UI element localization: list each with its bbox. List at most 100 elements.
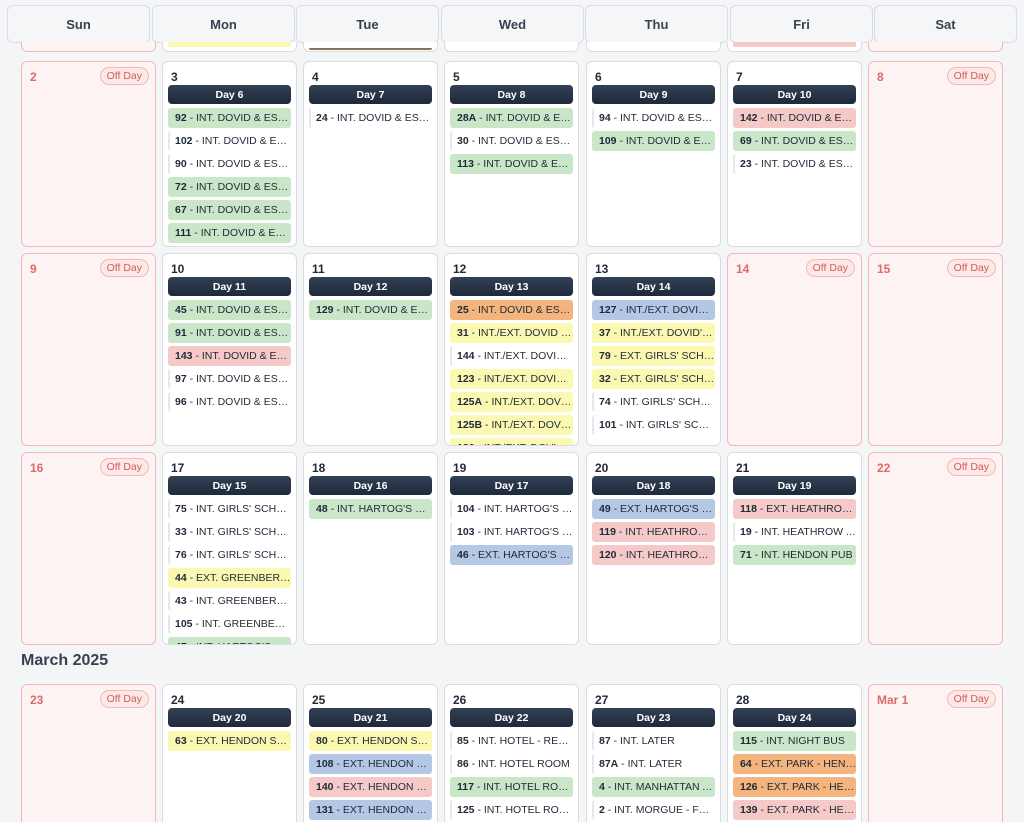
shoot-day-label[interactable]: Day 17 [450,476,573,495]
scene-item[interactable]: 31 - INT./EXT. DOVID & ESTI'S HOUSE [450,323,573,343]
scene-item[interactable]: 30 - INT. DOVID & ESTI'S KITCHEN [450,131,573,151]
shoot-day-label[interactable]: Day 12 [309,277,432,296]
shoot-day-label[interactable]: Day 15 [168,476,291,495]
shoot-day-label[interactable]: Day 9 [592,85,715,104]
shoot-day-label[interactable]: Day 19 [733,476,856,495]
off-day-cell[interactable]: 16 Off Day [21,452,156,645]
shoot-day-label[interactable]: Day 18 [592,476,715,495]
scene-item[interactable]: 87 - INT. LATER [592,731,715,751]
scene-item[interactable]: 75 - INT. GIRLS' SCHOOL [168,499,291,519]
off-day-cell[interactable]: 8 Off Day [868,61,1003,247]
scene-item[interactable]: 111 - INT. DOVID & ESTI'S KITCHEN [168,223,291,243]
scene-item[interactable]: 125B - INT./EXT. DOVID'S CAR [450,415,573,435]
scene-item[interactable]: 80 - EXT. HENDON STREET [309,731,432,751]
scene-item[interactable]: 119 - INT. HEATHROW AIRPORT [592,522,715,542]
scene-item[interactable]: 25 - INT. DOVID & ESTI'S KITCHEN [450,300,573,320]
scene-item[interactable]: 24 - INT. DOVID & ESTI'S KITCHEN [309,108,432,128]
scene-item[interactable]: 48 - INT. HARTOG'S HOUSE [309,499,432,519]
scene-item[interactable]: 118 - EXT. HEATHROW AIRPORT [733,499,856,519]
scene-item[interactable]: 92 - INT. DOVID & ESTI'S KITCHEN [168,108,291,128]
shoot-day-label[interactable]: Day 23 [592,708,715,727]
scene-item[interactable]: 79 - EXT. GIRLS' SCHOOL [592,346,715,366]
day-cell[interactable]: 27 Day 23 87 - INT. LATER 87A - INT. LATER 4… [586,684,721,822]
scene-item[interactable]: 143 - INT. DOVID & ESTI'S KITCHEN [168,346,291,366]
scene-item[interactable]: 126 - EXT. PARK - HENDON [733,777,856,797]
scene-item[interactable]: 127 - INT./EXT. DOVID'S CAR [592,300,715,320]
scene-item[interactable]: 97 - INT. DOVID & ESTI'S KITCHEN [168,369,291,389]
scene-item[interactable]: 113 - INT. DOVID & ESTI'S KITCHEN [450,154,573,174]
off-day-cell[interactable]: 22 Off Day [868,452,1003,645]
shoot-day-label[interactable]: Day 16 [309,476,432,495]
shoot-day-label[interactable]: Day 11 [168,277,291,296]
scene-item[interactable]: 71 - INT. HENDON PUB [733,545,856,565]
scene-item[interactable]: 2 - INT. MORGUE - FUNERAL HOME [592,800,715,820]
scene-item[interactable]: 103 - INT. HARTOG'S HOUSE [450,522,573,542]
off-day-cell[interactable]: 23 Off Day [21,684,156,822]
scene-item[interactable]: 125 - INT. HOTEL ROOM [450,800,573,820]
scene-item[interactable]: 123 - INT./EXT. DOVID'S CAR [450,369,573,389]
scene-item[interactable]: 63 - EXT. HENDON STREET [168,731,291,751]
off-day-cell[interactable]: 15 Off Day [868,253,1003,446]
shoot-day-label[interactable]: Day 8 [450,85,573,104]
scene-item[interactable]: 32 - EXT. GIRLS' SCHOOL [592,369,715,389]
scene-item[interactable]: 91 - INT. DOVID & ESTI'S KITCHEN [168,323,291,343]
scene-item[interactable]: 139 - EXT. PARK - HENDON [733,800,856,820]
off-day-cell[interactable]: 9 Off Day [21,253,156,446]
scene-item[interactable]: 131 - EXT. HENDON STREET [309,800,432,820]
scene-item[interactable]: 23 - INT. DOVID & ESTI'S KITCHEN [733,154,856,174]
scene-item[interactable]: 87A - INT. LATER [592,754,715,774]
shoot-day-label[interactable]: Day 13 [450,277,573,296]
scene-item[interactable]: 125A - INT./EXT. DOVID'S CAR [450,392,573,412]
off-day-cell[interactable]: 14 Off Day [727,253,862,446]
shoot-day-label[interactable]: Day 20 [168,708,291,727]
scene-item[interactable]: 46 - EXT. HARTOG'S HOUSE [450,545,573,565]
day-cell[interactable]: 28 Day 24 115 - INT. NIGHT BUS 64 - EXT. PA… [727,684,862,822]
shoot-day-label[interactable]: Day 7 [309,85,432,104]
scene-item[interactable]: 44 - EXT. GREENBERGS' HOUSE [168,568,291,588]
scene-item[interactable]: 144 - INT./EXT. DOVID & ESTI'S HOUSE [450,346,573,366]
scene-item[interactable]: 69 - INT. DOVID & ESTI'S KITCHEN [733,131,856,151]
scene-item[interactable]: 86 - INT. HOTEL ROOM [450,754,573,774]
scene-item[interactable]: 45 - INT. DOVID & ESTI'S KITCHEN [168,300,291,320]
scene-item[interactable]: 43 - INT. GREENBERGS' HOUSE [168,591,291,611]
scene-item[interactable]: 105 - INT. GREENBERGS' HOUSE [168,614,291,634]
scene-item[interactable]: 129 - INT. DOVID & ESTI'S KITCHEN [309,300,432,320]
scene-item[interactable]: 33 - INT. GIRLS' SCHOOL [168,522,291,542]
scene-item[interactable]: 47 - INT. HARTOG'S HOUSE [168,637,291,644]
scene-item[interactable]: 4 - INT. MANHATTAN APARTMENT [592,777,715,797]
scene-item[interactable]: 96 - INT. DOVID & ESTI'S KITCHEN [168,392,291,412]
scene-item[interactable]: 126 - INT./EXT. DOVID'S CAR [450,438,573,445]
shoot-day-label[interactable]: Day 6 [168,85,291,104]
scene-item[interactable]: 49 - EXT. HARTOG'S HOUSE [592,499,715,519]
scene-item[interactable]: 94 - INT. DOVID & ESTI'S KITCHEN [592,108,715,128]
shoot-day-label[interactable]: Day 14 [592,277,715,296]
scene-item[interactable]: 117 - INT. HOTEL ROOM [450,777,573,797]
off-day-cell[interactable]: 2 Off Day [21,61,156,247]
off-day-cell[interactable]: Mar 1 Off Day [868,684,1003,822]
scene-item[interactable]: 90 - INT. DOVID & ESTI'S KITCHEN [168,154,291,174]
shoot-day-label[interactable]: Day 22 [450,708,573,727]
scene-item[interactable]: 72 - INT. DOVID & ESTI'S KITCHEN [168,177,291,197]
shoot-day-label[interactable]: Day 21 [309,708,432,727]
scene-item[interactable]: 67 - INT. DOVID & ESTI'S KITCHEN [168,200,291,220]
scene-item[interactable]: 37 - INT./EXT. DOVID'S CAR [592,323,715,343]
scene-item[interactable]: 101 - INT. GIRLS' SCHOOL [592,415,715,435]
scene-item[interactable]: 102 - INT. DOVID & ESTI'S KITCHEN [168,131,291,151]
scene-item[interactable]: 108 - EXT. HENDON STREET [309,754,432,774]
scene-item[interactable]: 85 - INT. HOTEL - RECEPTION [450,731,573,751]
scene-item[interactable]: 19 - INT. HEATHROW AIRPORT [733,522,856,542]
